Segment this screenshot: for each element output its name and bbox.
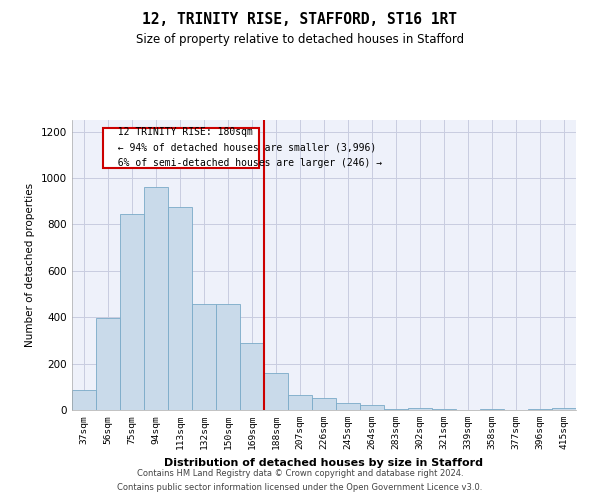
Text: Contains public sector information licensed under the Open Government Licence v3: Contains public sector information licen… — [118, 484, 482, 492]
Bar — [312, 398, 336, 410]
Bar — [96, 318, 120, 410]
Bar — [168, 207, 192, 410]
Bar — [192, 304, 216, 410]
Bar — [552, 408, 576, 410]
Y-axis label: Number of detached properties: Number of detached properties — [25, 183, 35, 347]
Bar — [264, 373, 288, 410]
Text: 12, TRINITY RISE, STAFFORD, ST16 1RT: 12, TRINITY RISE, STAFFORD, ST16 1RT — [143, 12, 458, 28]
Text: 12 TRINITY RISE: 180sqm
  ← 94% of detached houses are smaller (3,996)
  6% of s: 12 TRINITY RISE: 180sqm ← 94% of detache… — [106, 127, 382, 168]
Bar — [240, 342, 264, 410]
Bar — [216, 304, 240, 410]
Bar — [408, 408, 432, 410]
Bar — [336, 403, 360, 410]
Bar — [120, 214, 144, 410]
Bar — [72, 390, 96, 410]
Bar — [144, 188, 168, 410]
Text: Contains HM Land Registry data © Crown copyright and database right 2024.: Contains HM Land Registry data © Crown c… — [137, 468, 463, 477]
Text: Size of property relative to detached houses in Stafford: Size of property relative to detached ho… — [136, 32, 464, 46]
Bar — [103, 128, 259, 168]
Bar — [288, 395, 312, 410]
Bar — [360, 406, 384, 410]
Bar — [384, 409, 408, 410]
X-axis label: Distribution of detached houses by size in Stafford: Distribution of detached houses by size … — [164, 458, 484, 468]
